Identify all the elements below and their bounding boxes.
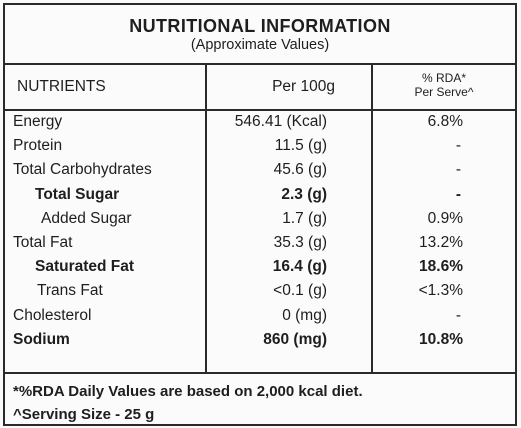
nutrient-value: 35.3 (g) [273, 233, 327, 251]
nutrient-name: Total Carbohydrates [13, 161, 152, 179]
nutrient-rda: 18.6% [419, 258, 463, 276]
nutrition-panel: NUTRITIONAL INFORMATION (Approximate Val… [3, 3, 517, 426]
nutrient-rda: - [455, 306, 461, 324]
column-header-row: NUTRIENTS Per 100g % RDA* Per Serve^ [5, 65, 515, 111]
nutrient-value: 1.7 (g) [282, 209, 327, 227]
nutrient-name: Added Sugar [41, 209, 132, 227]
column-divider-2 [371, 65, 373, 372]
panel-title: NUTRITIONAL INFORMATION [129, 16, 391, 36]
table-row: Cholesterol 0 (mg) - [5, 303, 515, 327]
nutrient-value: 45.6 (g) [273, 161, 327, 179]
footnotes: *%RDA Daily Values are based on 2,000 kc… [5, 372, 515, 424]
table-row: Added Sugar 1.7 (g) 0.9% [5, 206, 515, 230]
table-row: Trans Fat <0.1 (g) <1.3% [5, 278, 515, 302]
nutrient-name: Total Fat [13, 233, 73, 251]
table-row: Total Sugar 2.3 (g) - [5, 182, 515, 206]
nutrient-value: 0 (mg) [282, 306, 327, 324]
nutrient-rda: - [455, 185, 461, 203]
nutrient-name: Total Sugar [35, 185, 120, 203]
nutrient-rda: 0.9% [427, 209, 463, 227]
nutrient-rda: - [455, 161, 461, 179]
nutrient-value: <0.1 (g) [273, 282, 327, 300]
nutrient-name: Cholesterol [13, 306, 92, 324]
nutrient-name: Trans Fat [37, 282, 103, 300]
footnote-serving-size: ^Serving Size - 25 g [13, 406, 155, 423]
column-header-rda: % RDA* Per Serve^ [373, 71, 515, 99]
table-row: Saturated Fat 16.4 (g) 18.6% [5, 254, 515, 278]
nutrient-rda: 10.8% [419, 330, 463, 348]
table-row: Total Carbohydrates 45.6 (g) - [5, 157, 515, 181]
table-row: Protein 11.5 (g) - [5, 133, 515, 157]
nutrient-name: Energy [13, 113, 63, 130]
footnote-rda: *%RDA Daily Values are based on 2,000 kc… [13, 383, 363, 400]
nutrient-name: Protein [13, 137, 63, 155]
nutrient-rda: - [455, 137, 461, 155]
panel-header: NUTRITIONAL INFORMATION (Approximate Val… [5, 5, 515, 65]
column-header-rda-line1: % RDA* [421, 71, 466, 85]
table-row: Energy 546.41 (Kcal) 6.8% [5, 109, 515, 133]
nutrient-rda: 13.2% [419, 233, 463, 251]
nutrient-name: Saturated Fat [35, 258, 135, 276]
nutrient-value: 16.4 (g) [272, 258, 327, 276]
column-header-rda-line2: Per Serve^ [414, 85, 474, 99]
column-header-nutrients: NUTRIENTS [17, 78, 106, 95]
nutrient-value: 546.41 (Kcal) [234, 113, 327, 130]
column-divider-1 [205, 65, 207, 372]
nutrient-value: 11.5 (g) [274, 137, 327, 155]
nutrient-name: Sodium [13, 330, 70, 348]
table-row: Total Fat 35.3 (g) 13.2% [5, 230, 515, 254]
column-header-per-100g: Per 100g [272, 78, 335, 95]
nutrient-rda: <1.3% [418, 282, 463, 300]
nutrient-rda: 6.8% [427, 113, 463, 130]
table-row: Sodium 860 (mg) 10.8% [5, 327, 515, 351]
nutrient-value: 860 (mg) [263, 330, 327, 348]
panel-subtitle: (Approximate Values) [190, 37, 330, 53]
nutrient-rows: Energy 546.41 (Kcal) 6.8% Protein 11.5 (… [5, 109, 515, 351]
nutrient-value: 2.3 (g) [281, 185, 327, 203]
